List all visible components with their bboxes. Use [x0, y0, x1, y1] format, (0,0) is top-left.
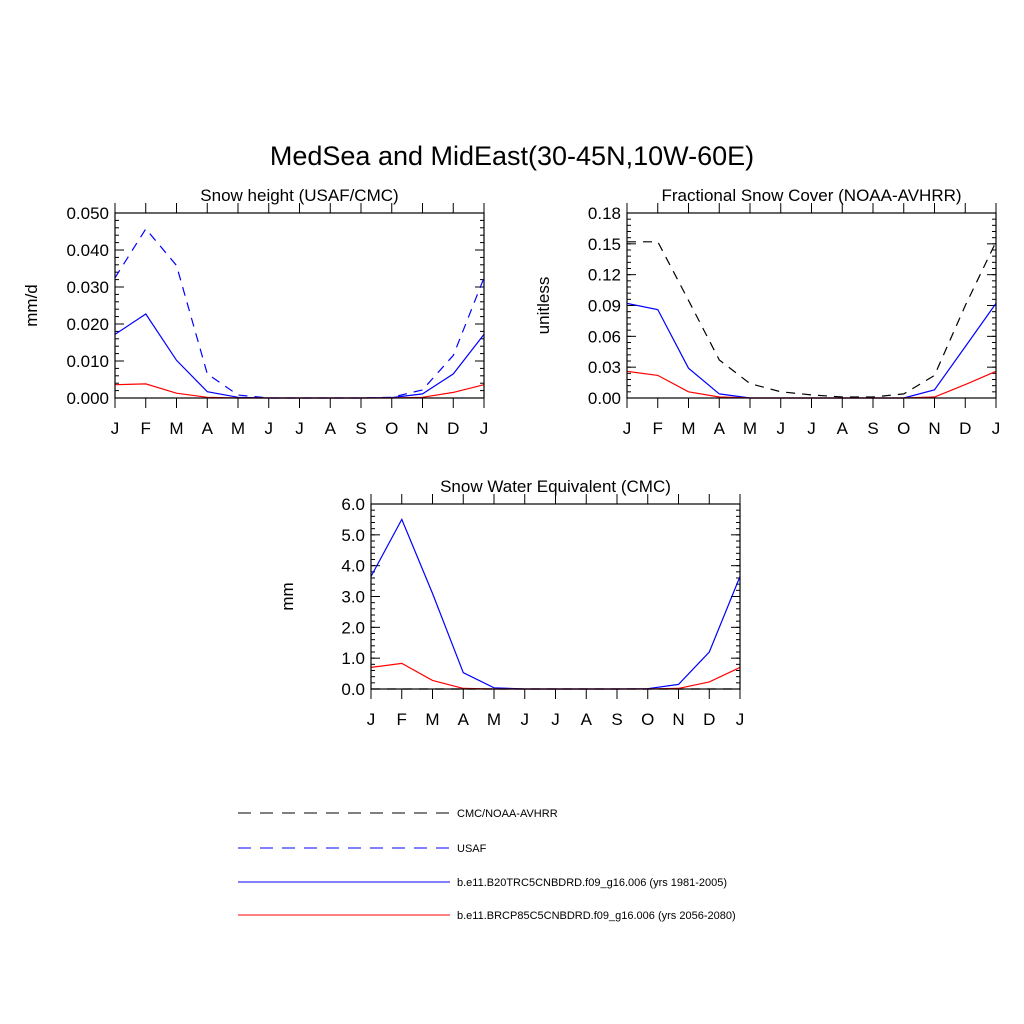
y-tick-label: 0.010: [66, 352, 109, 371]
series-line-historical: [114, 313, 485, 399]
y-tick-label: 2.0: [341, 618, 365, 637]
x-tick-label: A: [837, 419, 849, 438]
legend-item-usaf: USAF: [238, 843, 487, 855]
x-tick-label: D: [959, 419, 971, 438]
chart-panels: Snow height (USAF/CMC)mm/d0.0000.0100.02…: [22, 186, 1000, 729]
x-tick-label: A: [325, 419, 337, 438]
series-line-future: [114, 383, 485, 399]
x-tick-label: N: [928, 419, 940, 438]
legend-item-historical: b.e11.B20TRC5CNBDRD.f09_g16.006 (yrs 198…: [238, 877, 727, 889]
chart-panel-3: Snow Water Equivalent (CMC) mm 0.0 1.0 2.0 3.…: [278, 477, 744, 729]
x-tick-label: F: [141, 419, 151, 438]
legend-label: USAF: [457, 843, 487, 855]
series-line-future: [370, 662, 741, 690]
y-axis-label: mm/d: [22, 284, 41, 327]
y-tick-label: 0.000: [66, 389, 109, 408]
series-line-historical: [370, 518, 741, 690]
y-tick-label: 0.00: [588, 389, 621, 408]
x-tick-label: D: [447, 419, 459, 438]
y-tick-label: 0.050: [66, 204, 109, 223]
x-tick-label: J: [736, 710, 745, 729]
legend-label: b.e11.B20TRC5CNBDRD.f09_g16.006 (yrs 198…: [457, 877, 727, 889]
x-tick-label: F: [653, 419, 663, 438]
y-tick-label: 0.0: [341, 680, 365, 699]
figure-title: MedSea and MidEast(30-45N,10W-60E): [270, 141, 754, 171]
x-tick-label: D: [703, 710, 715, 729]
x-tick-label: J: [295, 419, 304, 438]
x-tick-label: O: [641, 710, 654, 729]
panel-title: Snow Water Equivalent (CMC): [440, 477, 671, 496]
legend-item-observed: CMC/NOAA-AVHRR: [238, 808, 558, 820]
y-tick-label: 0.03: [588, 358, 621, 377]
legend-item-future: b.e11.BRCP85C5CNBDRD.f09_g16.006 (yrs 20…: [238, 910, 736, 922]
x-tick-label: S: [355, 419, 366, 438]
x-tick-label: S: [611, 710, 622, 729]
legend: CMC/NOAA-AVHRR USAF b.e11.B20TRC5CNBDRD.f0…: [238, 808, 736, 922]
panel-title: Snow height (USAF/CMC): [200, 186, 398, 205]
x-tick-label: J: [623, 419, 632, 438]
x-tick-label: J: [367, 710, 376, 729]
plot-frame: [114, 212, 485, 399]
x-tick-label: J: [777, 419, 786, 438]
series-line-historical: [626, 302, 997, 399]
x-tick-label: J: [551, 710, 560, 729]
x-tick-label: M: [425, 710, 439, 729]
y-tick-label: 0.030: [66, 278, 109, 297]
x-tick-label: J: [480, 419, 489, 438]
legend-label: CMC/NOAA-AVHRR: [457, 808, 558, 820]
x-tick-label: J: [807, 419, 816, 438]
x-tick-label: J: [521, 710, 530, 729]
x-tick-label: M: [743, 419, 757, 438]
legend-label: b.e11.BRCP85C5CNBDRD.f09_g16.006 (yrs 20…: [457, 910, 736, 922]
x-tick-label: N: [416, 419, 428, 438]
x-tick-label: J: [111, 419, 120, 438]
x-tick-label: A: [581, 710, 593, 729]
y-tick-label: 0.06: [588, 327, 621, 346]
x-tick-label: S: [867, 419, 878, 438]
y-axis-label: mm: [278, 582, 297, 610]
y-tick-label: 6.0: [341, 495, 365, 514]
y-tick-label: 3.0: [341, 588, 365, 607]
x-tick-label: F: [397, 710, 407, 729]
plot-frame: [626, 212, 997, 399]
y-tick-label: 0.18: [588, 204, 621, 223]
y-tick-label: 0.12: [588, 266, 621, 285]
x-tick-label: O: [385, 419, 398, 438]
series-line-future: [626, 370, 997, 399]
y-tick-label: 0.020: [66, 315, 109, 334]
y-tick-label: 4.0: [341, 557, 365, 576]
chart-panel-1: Snow height (USAF/CMC) mm/d 0.000 0.010 0.02…: [22, 186, 488, 438]
x-tick-label: A: [202, 419, 214, 438]
x-tick-label: M: [487, 710, 501, 729]
x-tick-label: O: [897, 419, 910, 438]
panel-title: Fractional Snow Cover (NOAA-AVHRR): [661, 186, 961, 205]
plot-frame: [370, 503, 741, 690]
y-tick-label: 0.040: [66, 241, 109, 260]
x-tick-label: J: [265, 419, 274, 438]
y-tick-label: 0.09: [588, 297, 621, 316]
y-tick-label: 5.0: [341, 526, 365, 545]
y-tick-label: 0.15: [588, 235, 621, 254]
series-line-usaf: [114, 227, 485, 399]
x-tick-label: A: [458, 710, 470, 729]
y-tick-label: 1.0: [341, 649, 365, 668]
chart-panel-2: Fractional Snow Cover (NOAA-AVHRR) unitle…: [534, 186, 1000, 438]
x-tick-label: J: [992, 419, 1001, 438]
x-tick-label: M: [681, 419, 695, 438]
x-tick-label: M: [231, 419, 245, 438]
series-line-observed: [627, 241, 997, 398]
x-tick-label: A: [714, 419, 726, 438]
x-tick-label: M: [169, 419, 183, 438]
x-tick-label: N: [672, 710, 684, 729]
y-axis-label: unitless: [534, 277, 553, 335]
